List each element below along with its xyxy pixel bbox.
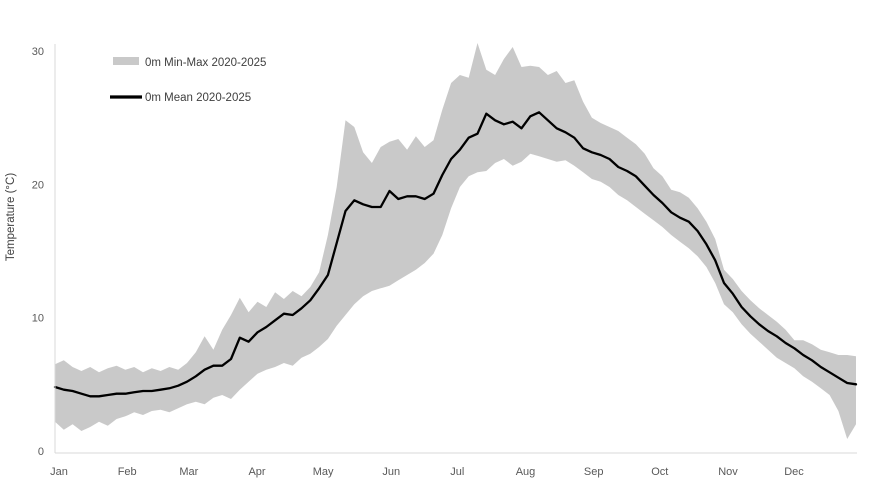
x-tick-label-mar: Mar bbox=[179, 466, 198, 478]
x-tick-label-jul: Jul bbox=[450, 466, 464, 478]
mean-line bbox=[53, 111, 858, 398]
x-tick-label-aug: Aug bbox=[516, 466, 536, 478]
x-tick-label-apr: Apr bbox=[248, 466, 265, 478]
y-tick-label-10: 10 bbox=[32, 313, 44, 325]
legend-band-label: 0m Min-Max 2020-2025 bbox=[145, 57, 266, 69]
x-tick-label-oct: Oct bbox=[651, 466, 668, 478]
x-tick-label-sep: Sep bbox=[584, 466, 604, 478]
legend-band-swatch-icon bbox=[113, 57, 139, 65]
legend: 0m Min-Max 2020-2025 0m Mean 2020-2025 bbox=[110, 57, 266, 104]
x-tick-label-dec: Dec bbox=[784, 466, 804, 478]
y-tick-label-30: 30 bbox=[32, 46, 44, 58]
y-axis-tick-labels: 0 10 20 30 bbox=[32, 46, 44, 458]
y-tick-label-0: 0 bbox=[38, 446, 44, 458]
x-tick-label-jan: Jan bbox=[50, 466, 68, 478]
x-tick-label-feb: Feb bbox=[118, 466, 137, 478]
x-axis-month-labels: Jan Feb Mar Apr May Jun Jul Aug Sep Oct Nov Dec bbox=[50, 466, 804, 478]
legend-mean-label: 0m Mean 2020-2025 bbox=[145, 92, 251, 104]
x-tick-label-nov: Nov bbox=[718, 466, 738, 478]
y-tick-label-20: 20 bbox=[32, 179, 44, 191]
y-axis-title: Temperature (°C) bbox=[5, 173, 17, 261]
x-tick-label-jun: Jun bbox=[382, 466, 400, 478]
x-tick-label-may: May bbox=[313, 466, 334, 478]
minmax-band-area bbox=[55, 43, 856, 439]
